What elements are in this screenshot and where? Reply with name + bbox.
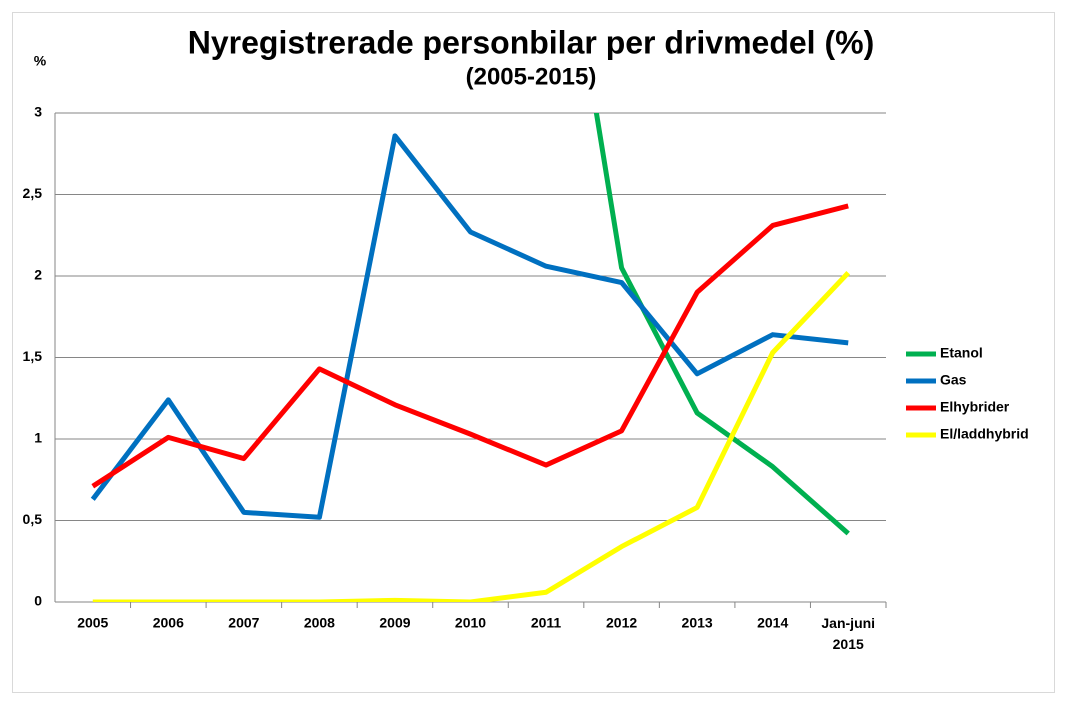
y-tick-label: 2,5 bbox=[23, 185, 43, 201]
legend-label: Etanol bbox=[940, 345, 983, 361]
x-tick-label: 2005 bbox=[77, 615, 108, 631]
plot-area bbox=[90, 113, 851, 602]
x-tick-label: Jan-juni 2015 bbox=[821, 615, 875, 652]
x-tick-label: 2011 bbox=[531, 615, 562, 631]
y-tick-label: 1,5 bbox=[23, 348, 43, 364]
y-tick-label: 0,5 bbox=[23, 511, 43, 527]
x-tick-label: 2009 bbox=[379, 615, 410, 631]
y-tick-label: 0 bbox=[34, 593, 42, 609]
x-tick-label: 2012 bbox=[606, 615, 637, 631]
x-tick-label: 2008 bbox=[304, 615, 335, 631]
legend-label: Gas bbox=[940, 372, 967, 388]
y-tick-label: 3 bbox=[34, 104, 42, 120]
series-line bbox=[90, 133, 849, 520]
chart-subtitle: (2005-2015) bbox=[466, 63, 597, 90]
legend-label: Elhybrider bbox=[940, 399, 1010, 415]
series-line bbox=[92, 271, 851, 602]
y-axis-label: % bbox=[34, 53, 47, 69]
y-tick-label: 1 bbox=[34, 430, 42, 446]
x-tick-label: 2010 bbox=[455, 615, 486, 631]
chart-border bbox=[12, 12, 1055, 693]
y-tick-label: 2 bbox=[34, 267, 42, 283]
series-line bbox=[593, 113, 850, 536]
x-tick-label: 2006 bbox=[153, 615, 184, 631]
x-tick-label: 2007 bbox=[228, 615, 259, 631]
x-tick-label: 2013 bbox=[682, 615, 713, 631]
chart-title: Nyregistrerade personbilar per drivmedel… bbox=[188, 24, 874, 60]
x-tick-label: 2014 bbox=[757, 615, 788, 631]
legend-label: El/laddhybrid bbox=[940, 426, 1029, 442]
series-line bbox=[91, 203, 849, 489]
